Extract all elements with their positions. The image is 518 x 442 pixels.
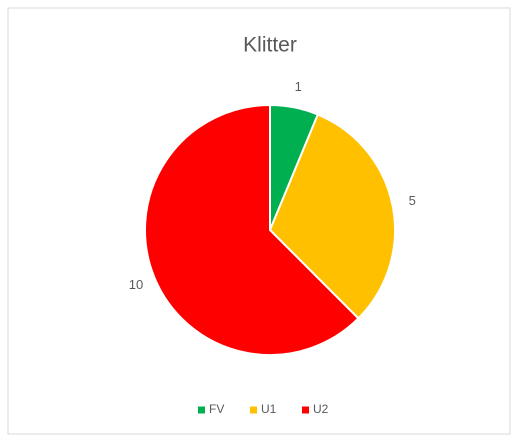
data-label: 10 — [129, 277, 143, 292]
legend-label: U1 — [261, 402, 277, 416]
chart-title: Klitter — [243, 34, 297, 57]
pie-slice — [144, 103, 360, 356]
data-label: 1 — [295, 79, 302, 94]
pie-slice — [268, 113, 396, 320]
legend-label: FV — [209, 402, 224, 416]
legend-marker — [250, 406, 257, 414]
legend-marker — [198, 406, 205, 414]
legend-label: U2 — [313, 402, 329, 416]
data-label: 5 — [409, 193, 416, 208]
legend-marker — [302, 406, 309, 414]
